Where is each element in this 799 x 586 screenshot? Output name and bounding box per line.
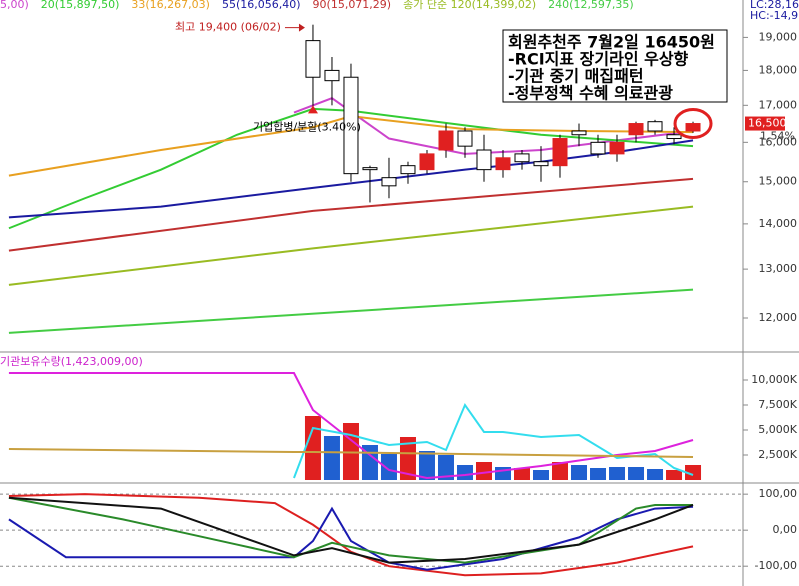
price-tag (745, 116, 785, 131)
y-tick-label: 12,000 (759, 311, 798, 324)
bar (685, 465, 702, 480)
line-series (8, 448, 694, 458)
y-tick-label: 17,000 (759, 98, 798, 111)
y-tick-label: 5,000K (758, 423, 797, 436)
candle-body (533, 161, 549, 167)
legend-entry: 20(15,897,50) (41, 0, 120, 11)
y-tick-label: 0,00 (773, 523, 798, 536)
candle-body (381, 177, 397, 187)
line-series (8, 493, 694, 577)
candle-body (457, 130, 473, 147)
y-tick-label: 16,000 (759, 135, 798, 148)
bar (647, 469, 664, 480)
bar (380, 454, 397, 480)
y-tick-label: 19,000 (759, 30, 798, 43)
line-series (8, 177, 694, 252)
candle-body (590, 141, 606, 155)
legend-entry: 240(12,597,35) (548, 0, 634, 11)
annotation-text: 기업합병/분할(3.40%) (253, 120, 361, 133)
candle-body (628, 123, 644, 136)
bar (514, 468, 531, 480)
candle-body (305, 40, 321, 78)
note-line: -RCI지표 장기라인 우상향 (508, 50, 689, 69)
bar (304, 416, 321, 480)
bar (399, 437, 416, 480)
candle-body (552, 138, 568, 167)
candle-body (571, 130, 587, 136)
bar (323, 436, 340, 480)
annotation-arrowhead (298, 23, 305, 32)
bar (571, 465, 588, 480)
candle-body (438, 130, 454, 151)
legend-entry: 33(16,267,03) (131, 0, 210, 11)
bar (475, 462, 492, 480)
y-tick-label: 100,00 (759, 487, 798, 500)
legend-entry: 55(16,056,40) (222, 0, 301, 11)
y-tick-label: 15,000 (759, 175, 798, 188)
bar (628, 467, 645, 480)
line-series (8, 496, 694, 564)
line-series (8, 496, 694, 564)
candle-body (343, 76, 359, 175)
candle-body (362, 167, 378, 171)
y-tick-label: 14,000 (759, 217, 798, 230)
bar (437, 455, 454, 480)
legend-entry: 90(15,071,29) (313, 0, 392, 11)
bar (533, 470, 550, 480)
y-tick-label: 7,500K (758, 398, 797, 411)
corner-label: LC:28,16 (750, 0, 799, 11)
bar (590, 468, 607, 480)
y-tick-label: 18,000 (759, 63, 798, 76)
bar (552, 462, 569, 480)
note-box: 회원추천주 7월2일 16450원 -RCI지표 장기라인 우상향 -기관 중기… (502, 29, 728, 103)
annotation-text: 최고 19,400 (06/02) (175, 21, 281, 34)
y-tick-label: 10,000K (751, 373, 797, 386)
candle-body (324, 69, 340, 82)
candle-body (514, 153, 530, 163)
note-line: 회원추천주 7월2일 16450원 (508, 33, 715, 52)
line-series (8, 205, 694, 286)
legend-entry: 5,00) (0, 0, 29, 11)
note-frame (502, 29, 728, 103)
candle-body (476, 149, 492, 171)
note-line: -기관 중기 매집패턴 (508, 67, 644, 86)
y-tick-label: 13,000 (759, 262, 798, 275)
y-tick-label: -100,00 (755, 559, 797, 572)
note-line: -정부정책 수혜 의료관광 (508, 84, 673, 103)
bar (609, 467, 626, 480)
highlight (673, 108, 713, 140)
panel-title: 기관보유수량(1,423,009,00) (0, 355, 143, 368)
bar (418, 451, 435, 480)
bar (666, 470, 683, 480)
line-series (8, 372, 694, 480)
annotation-marker (307, 105, 318, 114)
legend-entry: 종가 단순 120(14,399,02) (403, 0, 536, 11)
change-label: 1.54% (760, 130, 795, 143)
candle-body (666, 134, 682, 140)
candle-body (495, 157, 511, 171)
candle-body (400, 165, 416, 175)
y-tick-label: 2,500K (758, 448, 797, 461)
candle-body (609, 141, 625, 155)
candle-body (685, 123, 701, 132)
line-series (8, 288, 694, 334)
candle-body (419, 153, 435, 171)
bar (456, 465, 473, 480)
candle-body (647, 121, 663, 132)
price-tag-label: 16,500 (748, 117, 787, 130)
corner-label: HC:-14,9 (750, 9, 798, 22)
